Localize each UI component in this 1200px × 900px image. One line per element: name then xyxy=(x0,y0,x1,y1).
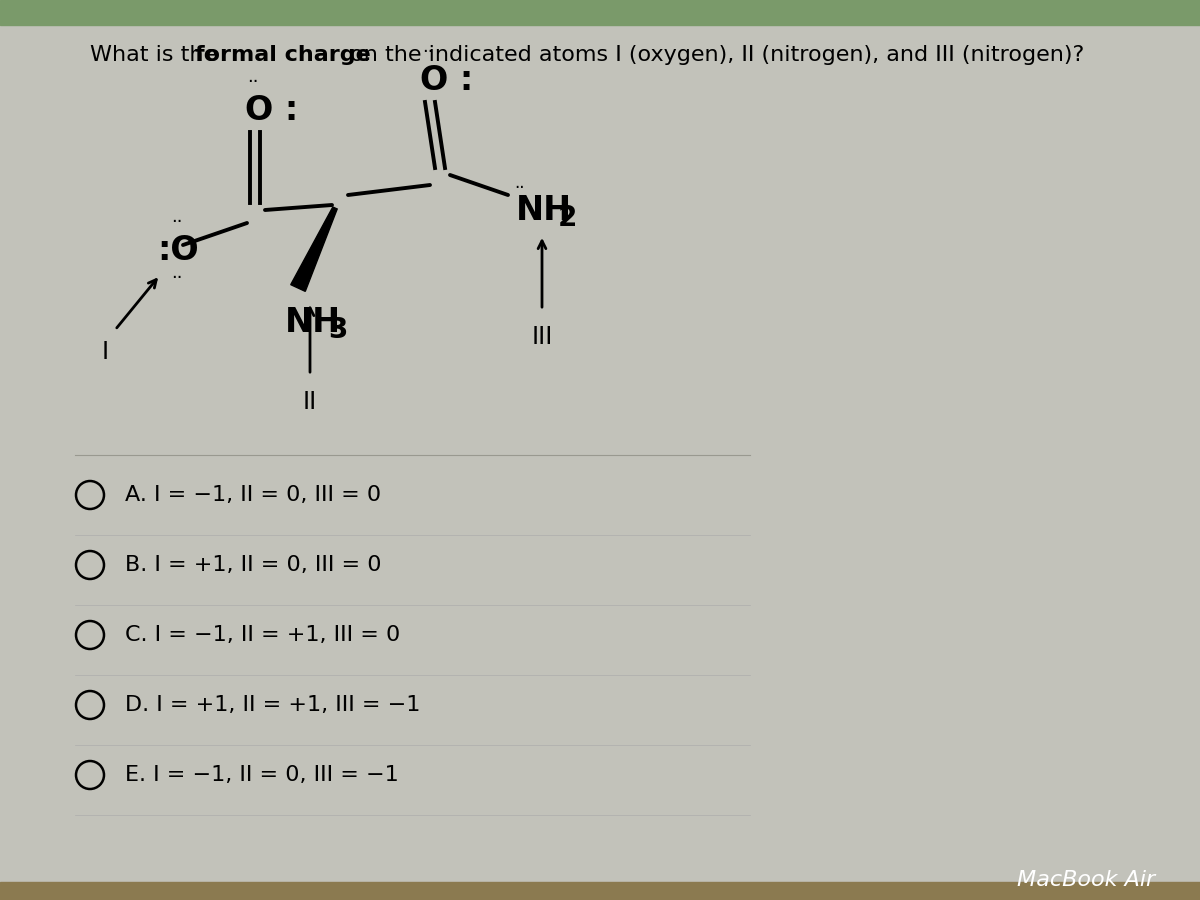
Text: C. I = −1, II = +1, III = 0: C. I = −1, II = +1, III = 0 xyxy=(125,625,401,645)
Polygon shape xyxy=(290,207,337,292)
Text: ··: ·· xyxy=(422,43,433,61)
Text: III: III xyxy=(532,325,553,349)
Bar xyxy=(60,20,1160,480)
Text: A. I = −1, II = 0, III = 0: A. I = −1, II = 0, III = 0 xyxy=(125,485,382,505)
Text: MacBook Air: MacBook Air xyxy=(1016,870,1154,890)
Text: E. I = −1, II = 0, III = −1: E. I = −1, II = 0, III = −1 xyxy=(125,765,398,785)
Text: NH: NH xyxy=(516,194,572,227)
Text: ··: ·· xyxy=(172,269,182,287)
Text: B. I = +1, II = 0, III = 0: B. I = +1, II = 0, III = 0 xyxy=(125,555,382,575)
Text: NH: NH xyxy=(286,305,341,338)
Text: I: I xyxy=(102,340,108,364)
Text: O :: O : xyxy=(420,64,473,96)
Text: :O: :O xyxy=(157,233,199,266)
Text: What is the: What is the xyxy=(90,45,224,65)
Text: ··: ·· xyxy=(515,179,526,197)
Text: on the indicated atoms I (oxygen), II (nitrogen), and III (nitrogen)?: on the indicated atoms I (oxygen), II (n… xyxy=(343,45,1085,65)
Bar xyxy=(0,882,1200,900)
Text: D. I = +1, II = +1, III = −1: D. I = +1, II = +1, III = −1 xyxy=(125,695,420,715)
Text: ··: ·· xyxy=(247,73,259,91)
Text: II: II xyxy=(302,390,317,414)
Bar xyxy=(0,0,1200,25)
Text: 2: 2 xyxy=(558,204,577,232)
Text: ··: ·· xyxy=(172,213,182,231)
Text: formal charge: formal charge xyxy=(194,45,371,65)
Text: 3: 3 xyxy=(328,316,347,344)
Text: O :: O : xyxy=(245,94,299,127)
